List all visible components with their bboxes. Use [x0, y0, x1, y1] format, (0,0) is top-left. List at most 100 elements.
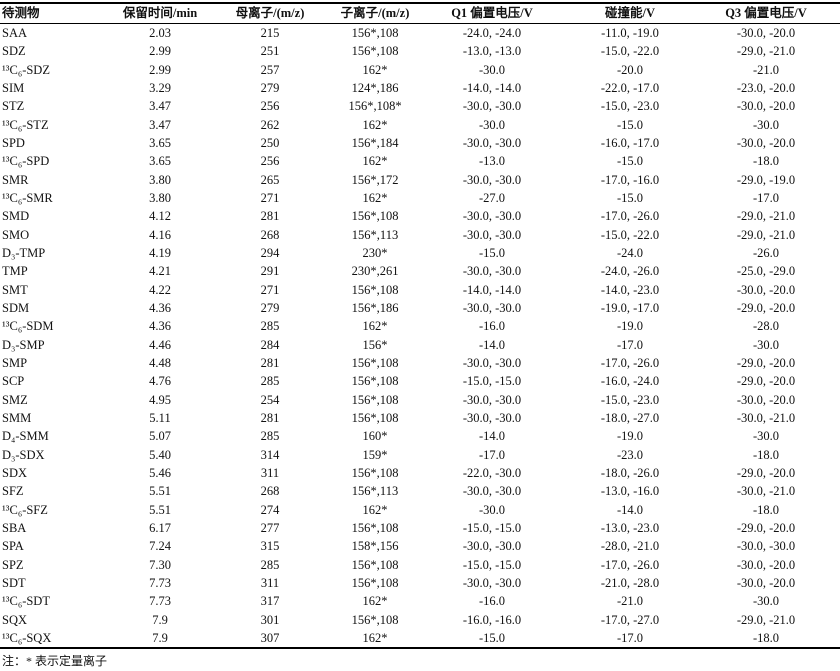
table-cell: 156*,172 — [351, 172, 399, 187]
table-cell: -15.0, -23.0 — [600, 392, 660, 407]
table-cell: -23.0 — [616, 447, 644, 462]
table-cell: -19.0, -17.0 — [600, 301, 660, 315]
analyte-name: ¹³C₆-SQX — [2, 631, 52, 645]
analyte-name: SPD — [2, 136, 25, 150]
table-cell: -30.0, -30.0 — [462, 209, 522, 224]
analyte-name: SFZ — [2, 484, 24, 499]
table-cell: -29.0, -21.0 — [736, 612, 796, 627]
table-cell: -17.0 — [616, 631, 644, 645]
table-cell: 281 — [260, 411, 280, 425]
analyte-name: ¹³C₆-SDT — [2, 594, 50, 609]
table-cell: -13.0 — [478, 154, 506, 169]
table-cell: 254 — [260, 392, 280, 407]
table-cell: -30.0, -30.0 — [462, 411, 522, 425]
analyte-name: SDZ — [2, 44, 26, 59]
table-cell: -15.0 — [478, 631, 506, 645]
table-cell: -30.0, -20.0 — [736, 576, 796, 590]
analyte-name: ¹³C₆-SMR — [2, 191, 53, 205]
table-cell: 156*,108* — [348, 99, 402, 114]
table-cell: 301 — [260, 612, 280, 627]
header-cell: 子离子/(m/z) — [340, 6, 410, 20]
table-cell: 215 — [260, 26, 280, 40]
table-cell: 281 — [260, 209, 280, 224]
table-cell: -14.0 — [616, 502, 644, 517]
table-cell: -15.0, -15.0 — [462, 374, 522, 389]
table-cell: 156*,108 — [351, 392, 399, 407]
table-cell: 156*,108 — [351, 557, 399, 572]
table-cell: 274 — [260, 502, 280, 517]
table-cell: -15.0, -15.0 — [462, 557, 522, 572]
table-cell: -23.0, -20.0 — [736, 81, 796, 95]
table-cell: 277 — [260, 521, 280, 535]
analyte-name: D₃-SMP — [2, 337, 45, 352]
table-cell: 271 — [260, 191, 280, 205]
table-cell: -21.0 — [752, 62, 780, 77]
top-rule — [0, 2, 840, 4]
table-cell: 7.9 — [152, 612, 168, 627]
analyte-name: D₃-SDX — [2, 447, 45, 462]
table-cell: -22.0, -17.0 — [600, 81, 660, 95]
table-cell: 156*,108 — [351, 26, 399, 40]
table-cell: -17.0, -16.0 — [600, 172, 660, 187]
table-cell: -30.0 — [478, 117, 506, 132]
table-cell: -29.0, -20.0 — [736, 356, 796, 370]
table-cell: 7.73 — [149, 576, 171, 590]
table-cell: 307 — [260, 631, 280, 645]
header-cell: 保留时间/min — [122, 6, 198, 20]
table-cell: 7.73 — [149, 594, 171, 609]
table-cell: 3.65 — [149, 154, 171, 169]
table-cell: 156*,113 — [351, 484, 399, 499]
table-cell: 5.11 — [149, 411, 171, 425]
footnote: 注：* 表示定量离子 — [2, 654, 108, 668]
table-cell: -30.0, -30.0 — [462, 99, 522, 114]
table-cell: -16.0, -16.0 — [462, 612, 522, 627]
table-cell: -30.0, -20.0 — [736, 392, 796, 407]
table-cell: 3.80 — [149, 172, 171, 187]
header-cell: Q1 偏置电压/V — [451, 6, 533, 20]
table-cell: -17.0, -26.0 — [600, 209, 660, 224]
analyte-name: SAA — [2, 26, 28, 40]
table-cell: 311 — [260, 466, 280, 480]
table-cell: 317 — [260, 594, 280, 609]
table-cell: 162* — [362, 62, 388, 77]
table-cell: -18.0 — [752, 154, 780, 169]
table-cell: 284 — [260, 337, 280, 352]
table-cell: -15.0 — [616, 191, 644, 205]
analyte-name: SMO — [2, 227, 30, 242]
table-cell: 5.07 — [149, 429, 171, 444]
header-cell: Q3 偏置电压/V — [725, 6, 807, 20]
table-cell: -29.0, -19.0 — [736, 172, 796, 187]
table-cell: 3.80 — [149, 191, 171, 205]
table-cell: -30.0, -30.0 — [736, 539, 796, 554]
table-cell: 4.12 — [149, 209, 171, 224]
analyte-name: ¹³C₆-STZ — [2, 117, 49, 132]
table-cell: 4.21 — [149, 264, 171, 279]
header-cell: 碰撞能/V — [604, 6, 656, 20]
table-cell: 156*,108 — [351, 576, 399, 590]
table-cell: -30.0, -30.0 — [462, 356, 522, 370]
table-cell: 156*,108 — [351, 209, 399, 224]
table-cell: -17.0, -26.0 — [600, 356, 660, 370]
table-cell: -16.0 — [478, 594, 506, 609]
table-cell: 285 — [260, 429, 280, 444]
table-cell: 6.17 — [149, 521, 171, 535]
table-cell: 156*,108 — [351, 466, 399, 480]
table-cell: 279 — [260, 81, 280, 95]
table-cell: -17.0 — [478, 447, 506, 462]
table-cell: -13.0, -16.0 — [600, 484, 660, 499]
table-cell: -16.0, -24.0 — [600, 374, 660, 389]
table-cell: -28.0, -21.0 — [600, 539, 660, 554]
analyte-name: SBA — [2, 521, 27, 535]
table-cell: 156*,108 — [351, 612, 399, 627]
table-cell: -27.0 — [478, 191, 506, 205]
table-cell: 3.29 — [149, 81, 171, 95]
table-cell: -18.0 — [752, 631, 780, 645]
table-cell: -19.0 — [616, 429, 644, 444]
table-cell: -30.0, -30.0 — [462, 264, 522, 279]
table-cell: -30.0, -30.0 — [462, 539, 522, 554]
table-cell: 257 — [260, 62, 280, 77]
table-cell: -30.0 — [752, 429, 780, 444]
table-cell: 160* — [362, 429, 388, 444]
table-cell: 162* — [362, 191, 388, 205]
table-cell: 156*,108 — [351, 374, 399, 389]
